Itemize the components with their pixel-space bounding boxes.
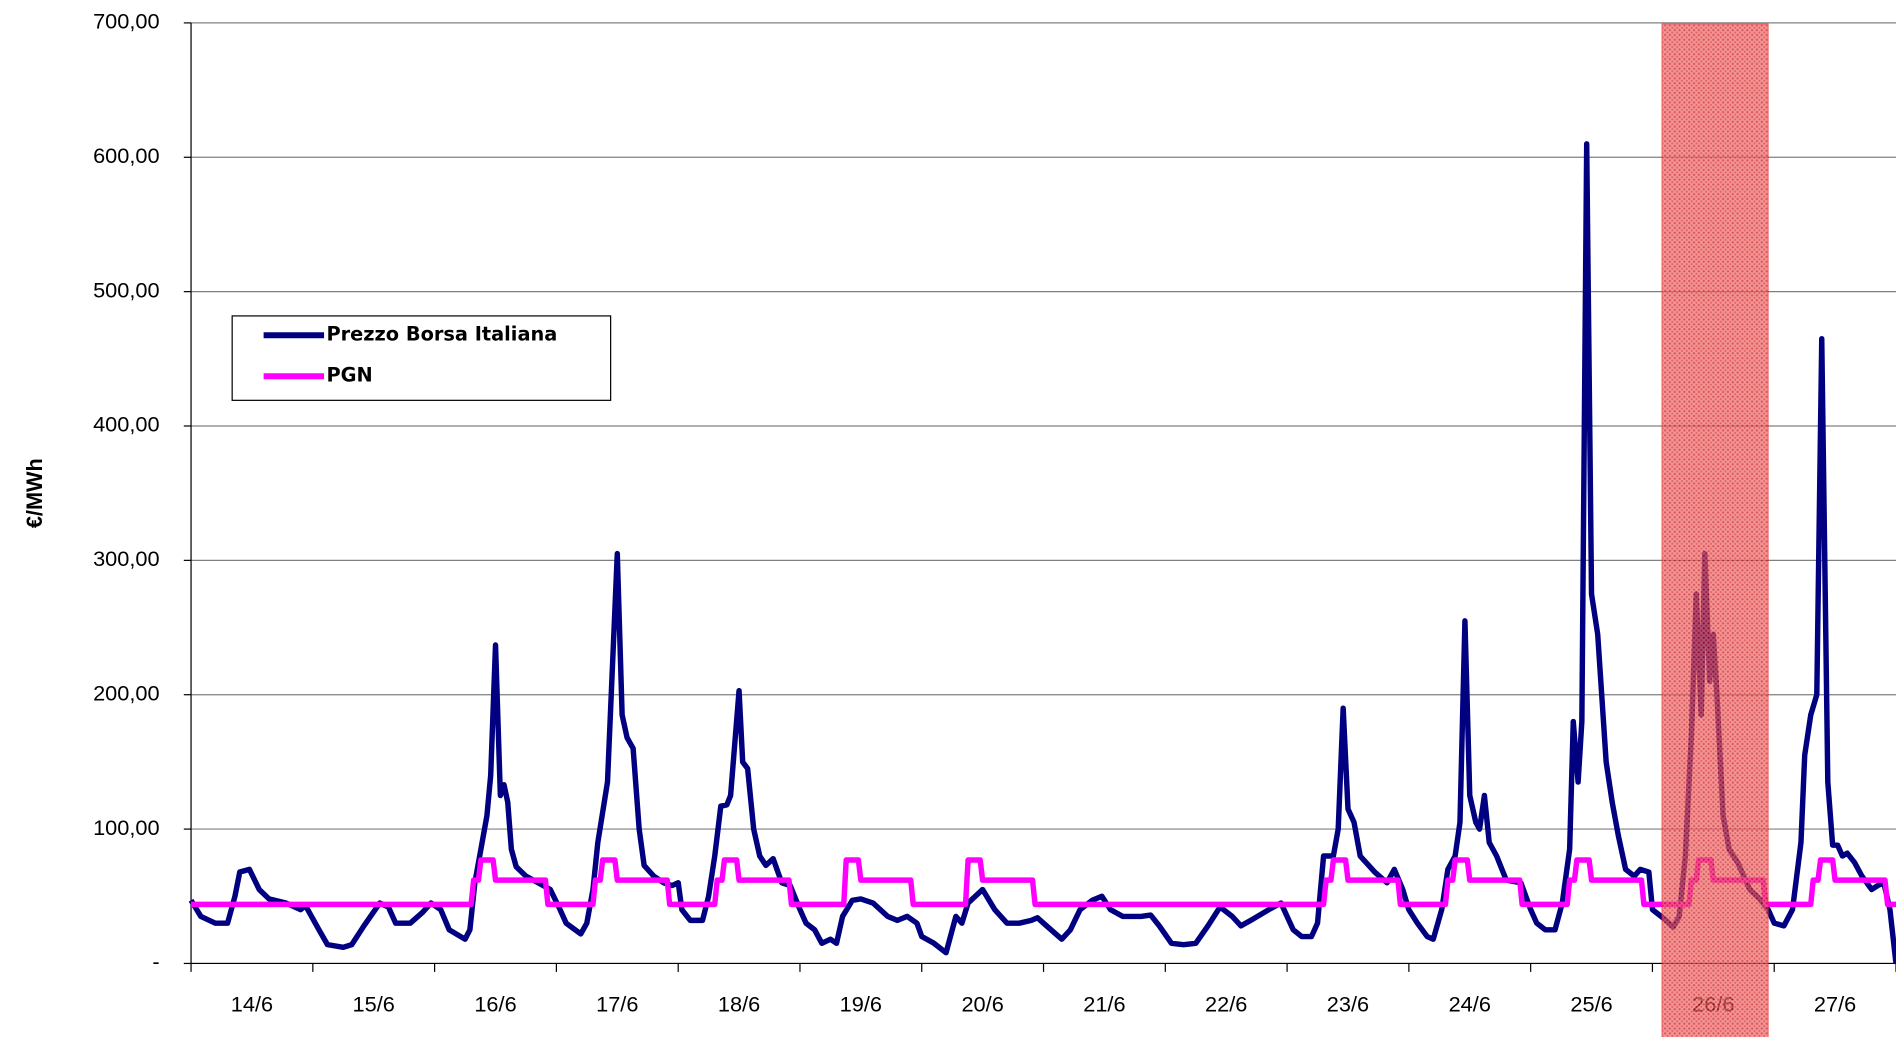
x-tick-label: 25/6: [1570, 991, 1612, 1016]
y-tick-label: 600,00: [93, 143, 160, 168]
x-tick-label: 27/6: [1814, 991, 1856, 1016]
x-tick-label: 23/6: [1327, 991, 1369, 1016]
legend-label: Prezzo Borsa Italiana: [326, 323, 557, 346]
y-tick-label: 500,00: [93, 277, 160, 302]
x-tick-label: 24/6: [1449, 991, 1491, 1016]
x-tick-label: 15/6: [353, 991, 395, 1016]
legend-label: PGN: [326, 364, 372, 387]
x-tick-label: 22/6: [1205, 991, 1247, 1016]
y-tick-label: 100,00: [93, 815, 160, 840]
highlight-band: [1661, 23, 1769, 1037]
legend-box: [231, 315, 612, 401]
x-tick-label: 21/6: [1083, 991, 1125, 1016]
legend: Prezzo Borsa Italiana PGN: [231, 315, 612, 401]
x-tick-label: 16/6: [474, 991, 516, 1016]
y-tick-label: 300,00: [93, 546, 160, 571]
x-tick-label: 18/6: [718, 991, 760, 1016]
y-axis-title: €/MWh: [22, 458, 47, 528]
y-tick-label: 200,00: [93, 680, 160, 705]
series-line: [188, 141, 1896, 964]
y-tick-label: -: [152, 949, 159, 974]
x-tick-label: 14/6: [231, 991, 273, 1016]
x-tick-label: 20/6: [961, 991, 1003, 1016]
x-tick-label: 19/6: [840, 991, 882, 1016]
series-line: [191, 857, 1896, 908]
x-tick-label: 17/6: [596, 991, 638, 1016]
y-tick-label: 700,00: [93, 9, 160, 34]
y-tick-label: 400,00: [93, 412, 160, 437]
